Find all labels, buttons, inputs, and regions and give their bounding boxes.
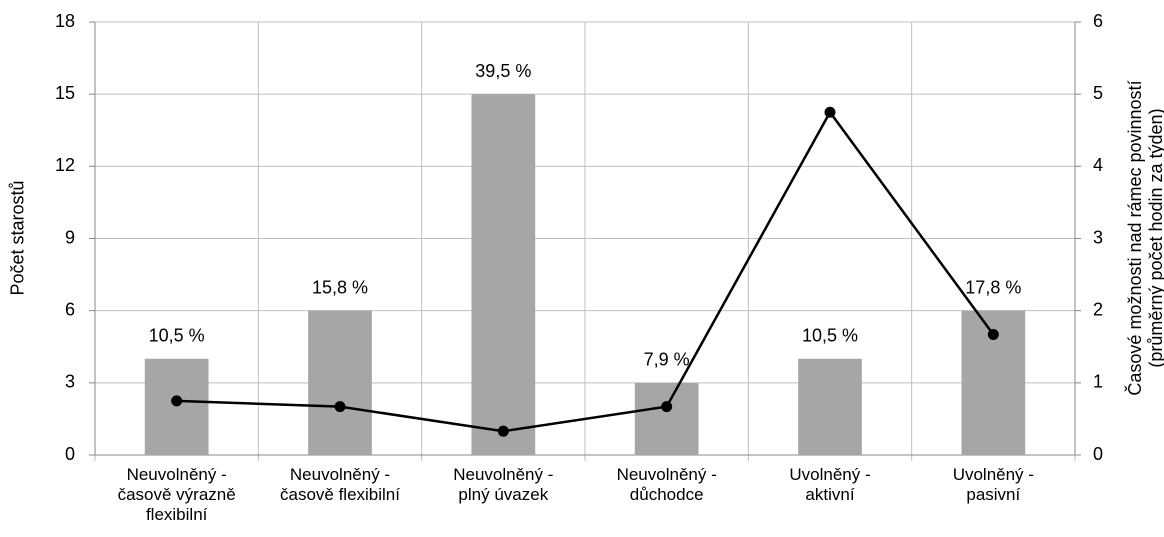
annotation-bg [130,323,223,350]
bar [471,94,536,456]
bar-annotation: 7,9 % [644,350,690,370]
y2-tick-label: 2 [1093,299,1103,319]
bar-annotation: 15,8 % [312,277,368,297]
bar-annotation: 10,5 % [802,326,858,346]
y-tick-label: 6 [65,299,75,319]
x-tick-label: Neuvolněný - plný úvazek [453,465,554,504]
y-tick-label: 3 [65,372,75,392]
y2-tick-label: 3 [1093,227,1103,247]
line-marker [987,328,999,340]
bar-annotation: 10,5 % [149,326,205,346]
bar-annotation: 39,5 % [475,61,531,81]
y2-tick-label: 6 [1093,11,1103,31]
line-marker [171,395,183,407]
x-tick-label: Neuvolněný - časově flexibilní [279,465,400,504]
y-tick-label: 0 [65,444,75,464]
y-tick-label: 9 [65,227,75,247]
x-tick-label: Neuvolněný - důchodce [616,465,717,504]
y2-tick-label: 1 [1093,372,1103,392]
x-tick-label: Uvolněný - pasivní [952,465,1034,504]
y-tick-label: 18 [55,11,75,31]
y2-axis-title: Časové možnosti nad rámec povinností (pr… [1125,80,1164,396]
annotation-bg [294,275,386,302]
y2-tick-label: 4 [1093,155,1103,175]
y-tick-label: 12 [55,155,75,175]
line-marker [334,401,346,413]
x-tick-label: Neuvolněný - časově výrazně flexibilní [117,465,236,524]
y-tick-label: 15 [55,83,75,103]
bar [798,358,862,455]
line [176,109,995,433]
line-marker [824,106,836,118]
line-marker [497,425,509,437]
y2-tick-label: 5 [1093,83,1103,103]
bar [634,382,699,455]
y-axis-title: Počet starostů [7,180,28,296]
annotation-bg [457,59,550,86]
y2-tick-label: 0 [1093,444,1103,464]
annotation-bg [947,275,1040,302]
annotation-bg [784,323,876,350]
bar [144,358,209,455]
bar [308,310,372,455]
line-marker [661,401,673,413]
bar-annotation: 17,8 % [965,277,1021,297]
x-tick-label: Uvolněný - aktivní [789,465,871,504]
